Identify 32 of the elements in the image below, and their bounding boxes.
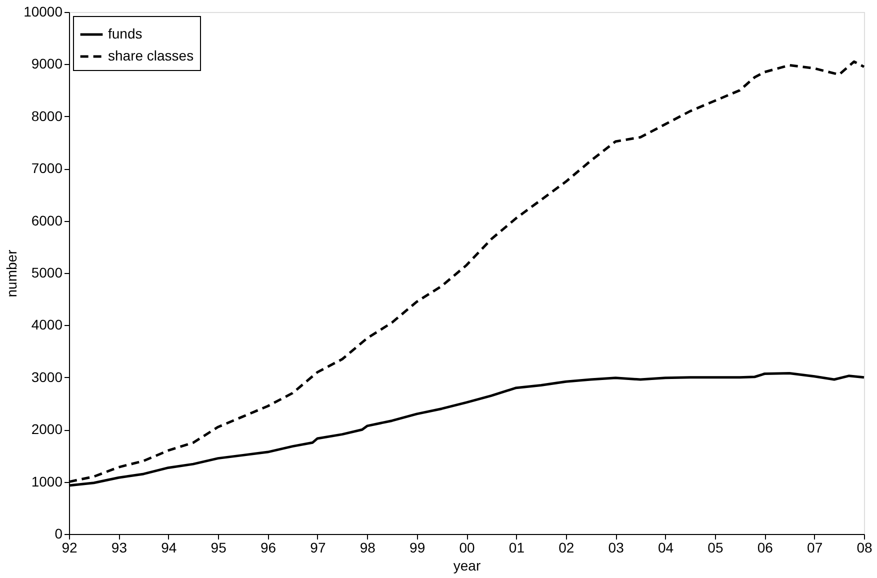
- x-tick-label: 98: [360, 540, 376, 556]
- x-tick-label: 00: [459, 540, 475, 556]
- x-tick-label: 96: [260, 540, 276, 556]
- x-tick-label: 99: [410, 540, 426, 556]
- y-tick-label: 10000: [24, 4, 63, 20]
- x-tick-label: 04: [658, 540, 674, 556]
- x-tick-label: 97: [310, 540, 326, 556]
- y-tick-label: 9000: [31, 56, 63, 72]
- y-tick-label: 4000: [31, 316, 63, 333]
- y-tick-label: 0: [54, 526, 63, 542]
- x-tick-label: 95: [210, 540, 227, 556]
- x-tick-label: 92: [62, 540, 78, 556]
- x-tick-label: 94: [161, 540, 177, 556]
- x-tick-label: 07: [807, 540, 823, 556]
- x-tick-label: 02: [558, 540, 574, 556]
- y-tick-label: 7000: [31, 160, 63, 176]
- x-tick-label: 01: [508, 540, 525, 556]
- y-tick-label: 5000: [31, 264, 63, 280]
- x-tick-label: 05: [708, 540, 724, 556]
- x-tick-label: 08: [856, 540, 872, 556]
- x-tick-label: 06: [757, 540, 774, 556]
- legend-label: share classes: [108, 48, 194, 64]
- x-tick-label: 93: [111, 540, 128, 556]
- x-axis-title: year: [453, 558, 481, 574]
- y-tick-label: 8000: [31, 108, 63, 124]
- y-tick-label: 3000: [31, 368, 63, 385]
- y-tick-label: 2000: [31, 421, 63, 438]
- y-tick-label: 6000: [31, 212, 63, 228]
- y-tick-label: 1000: [31, 473, 63, 490]
- y-axis-title: number: [4, 249, 20, 298]
- x-tick-label: 03: [608, 540, 624, 556]
- legend-label: funds: [108, 26, 142, 42]
